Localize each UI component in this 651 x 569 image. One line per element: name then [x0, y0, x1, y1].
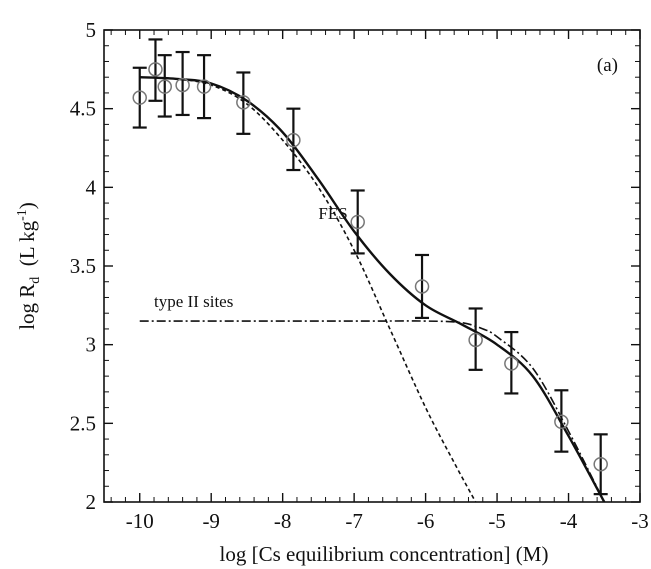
- fit-lines: [139, 76, 606, 502]
- fes-fit-line: [139, 76, 477, 502]
- data-point: [468, 332, 483, 348]
- x-tick-label: -10: [126, 509, 154, 533]
- error-bars: [132, 38, 608, 496]
- x-tick-label: -4: [560, 509, 578, 533]
- x-tick-label: -5: [488, 509, 506, 533]
- y-axis-title: log Rd (L kg-1): [15, 202, 43, 330]
- x-tick-labels: -10 -9 -8 -7 -6 -5 -4 -3: [126, 509, 649, 533]
- data-point: [196, 79, 212, 94]
- y-tick-label: 4.5: [70, 97, 96, 121]
- plot-border: [103, 29, 641, 503]
- data-point: [132, 90, 147, 105]
- x-tick-label: -7: [345, 509, 363, 533]
- data-point: [414, 279, 430, 294]
- annotation-label: type II sites: [154, 292, 233, 311]
- data-point: [350, 214, 365, 230]
- x-tick-label: -9: [202, 509, 220, 533]
- y-tick-label: 5: [86, 18, 97, 42]
- y-axis-title-subscript: d: [28, 277, 43, 284]
- data-point: [504, 356, 519, 371]
- annotation-label: FES: [318, 204, 347, 223]
- x-tick-label: -8: [274, 509, 292, 533]
- y-axis-title-units-close: ): [15, 202, 39, 209]
- type-ii-fit-line: [139, 320, 605, 502]
- data-point: [175, 77, 190, 93]
- data-point: [593, 456, 608, 472]
- data-point: [148, 62, 163, 77]
- y-tick-label: 2: [86, 490, 97, 514]
- plot-area: [103, 29, 641, 503]
- y-axis-title-units-superscript: -1: [15, 209, 30, 221]
- x-tick-label: -6: [417, 509, 435, 533]
- data-point: [157, 79, 172, 94]
- y-tick-label: 2.5: [70, 411, 96, 435]
- data-points: [132, 62, 608, 472]
- y-tick-labels: 2 2.5 3 3.5 4 4.5 5: [70, 18, 97, 514]
- total-fit-line: [139, 76, 606, 502]
- data-point: [236, 95, 251, 110]
- axis-ticks: [104, 29, 641, 503]
- panel-label: (a): [597, 55, 618, 76]
- y-tick-label: 4: [86, 175, 97, 199]
- x-tick-label: -3: [631, 509, 649, 533]
- data-point: [286, 132, 301, 148]
- x-axis-title: log [Cs equilibrium concentration] (M): [220, 542, 549, 566]
- data-point: [554, 414, 569, 430]
- y-tick-label: 3: [86, 333, 97, 357]
- y-axis-title-units: (L kg: [15, 220, 39, 276]
- y-tick-label: 3.5: [70, 254, 96, 278]
- annotations: FES type II sites: [154, 204, 348, 311]
- y-axis-title-base: log R: [15, 284, 39, 330]
